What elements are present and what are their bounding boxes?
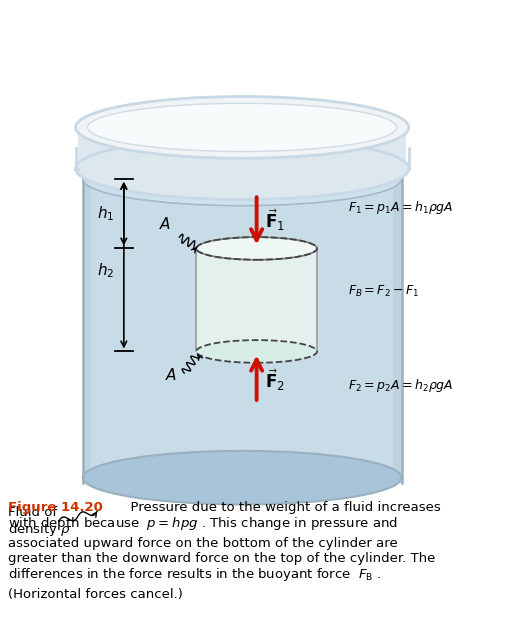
Text: $h_2$: $h_2$	[97, 261, 114, 279]
Ellipse shape	[83, 152, 402, 205]
Text: (Horizontal forces cancel.): (Horizontal forces cancel.)	[8, 588, 183, 600]
Text: associated upward force on the bottom of the cylinder are: associated upward force on the bottom of…	[8, 537, 398, 550]
Text: $F_1 = p_1A = h_1\rho gA$: $F_1 = p_1A = h_1\rho gA$	[348, 199, 454, 216]
Text: Figure 14.20: Figure 14.20	[8, 501, 103, 514]
Text: $F_B = F_2 - F_1$: $F_B = F_2 - F_1$	[348, 284, 420, 299]
Bar	[393, 163, 402, 483]
Bar	[83, 163, 402, 483]
Text: $\vec{\mathbf{F}}_1$: $\vec{\mathbf{F}}_1$	[265, 207, 285, 233]
Ellipse shape	[196, 237, 317, 260]
Ellipse shape	[196, 340, 317, 363]
Ellipse shape	[75, 138, 409, 200]
Bar	[196, 248, 317, 352]
Text: Pressure due to the weight of a fluid increases: Pressure due to the weight of a fluid in…	[123, 501, 441, 514]
Ellipse shape	[75, 96, 409, 158]
Ellipse shape	[87, 103, 397, 151]
Text: $A$: $A$	[165, 367, 177, 383]
Bar	[78, 128, 406, 168]
Text: with depth because  $p = hpg$ . This change in pressure and: with depth because $p = hpg$ . This chan…	[8, 515, 398, 531]
Bar	[83, 168, 402, 179]
Ellipse shape	[83, 451, 402, 505]
Text: greater than the downward force on the top of the cylinder. The: greater than the downward force on the t…	[8, 552, 435, 565]
Bar	[83, 163, 92, 483]
Text: $A$: $A$	[159, 216, 171, 232]
Text: $h_1$: $h_1$	[97, 204, 114, 223]
Text: differences in the force results in the buoyant force  $F_\mathrm{B}$ .: differences in the force results in the …	[8, 565, 382, 582]
Text: Fluid of
density $\rho$: Fluid of density $\rho$	[8, 506, 71, 538]
Text: $F_2 = p_2A = h_2\rho gA$: $F_2 = p_2A = h_2\rho gA$	[348, 376, 454, 394]
Text: $\vec{\mathbf{F}}_2$: $\vec{\mathbf{F}}_2$	[265, 367, 285, 392]
